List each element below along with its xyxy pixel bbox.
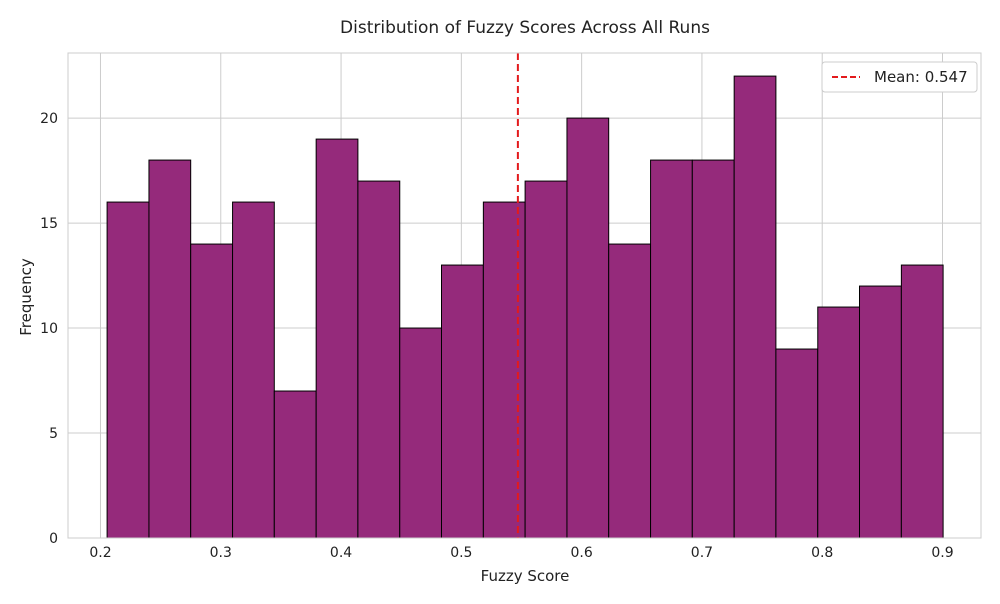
- histogram-bar: [273, 390, 317, 539]
- x-tick-label: 0.8: [811, 545, 833, 561]
- histogram-bar: [566, 117, 610, 539]
- histogram-bar: [608, 243, 652, 539]
- histogram-bar: [775, 348, 819, 539]
- x-tick-label: 0.5: [450, 545, 472, 561]
- histogram-bar: [817, 306, 861, 539]
- legend: Mean: 0.547: [821, 61, 978, 93]
- x-tick-label: 0.2: [89, 545, 111, 561]
- plot-frame: [67, 52, 982, 539]
- legend-mean-label: Mean: 0.547: [874, 68, 968, 86]
- x-tick-label: 0.3: [210, 545, 232, 561]
- histogram-bar: [524, 180, 568, 539]
- histogram-bars: [106, 75, 944, 539]
- histogram-bar: [232, 201, 275, 539]
- y-tick-label: 20: [40, 111, 58, 127]
- x-tick-labels: 0.2 0.3 0.4 0.5 0.6 0.7 0.8 0.9: [89, 545, 953, 561]
- histogram-bar: [859, 285, 902, 539]
- histogram-bar: [148, 159, 192, 539]
- x-tick-label: 0.6: [571, 545, 593, 561]
- x-tick-label: 0.9: [931, 545, 953, 561]
- x-axis-label: Fuzzy Score: [481, 567, 570, 585]
- histogram-bar: [315, 138, 359, 539]
- y-tick-label: 5: [49, 426, 58, 442]
- histogram-bar: [106, 201, 150, 539]
- histogram-bar: [441, 264, 484, 539]
- y-tick-label: 0: [49, 531, 58, 547]
- histogram-bar: [691, 159, 735, 539]
- y-tick-labels: 0 5 10 15 20: [40, 111, 58, 547]
- histogram-bar: [733, 75, 777, 539]
- x-tick-label: 0.4: [330, 545, 352, 561]
- histogram-bar: [650, 159, 693, 539]
- chart-title: Distribution of Fuzzy Scores Across All …: [340, 18, 710, 38]
- y-tick-label: 15: [40, 216, 58, 232]
- histogram-bar: [190, 243, 234, 539]
- histogram-bar: [399, 327, 443, 539]
- histogram-bar: [900, 264, 944, 539]
- x-tick-label: 0.7: [691, 545, 713, 561]
- y-tick-label: 10: [40, 321, 58, 337]
- histogram-bar: [357, 180, 401, 539]
- y-axis-label: Frequency: [17, 258, 35, 336]
- legend-box: [821, 61, 978, 93]
